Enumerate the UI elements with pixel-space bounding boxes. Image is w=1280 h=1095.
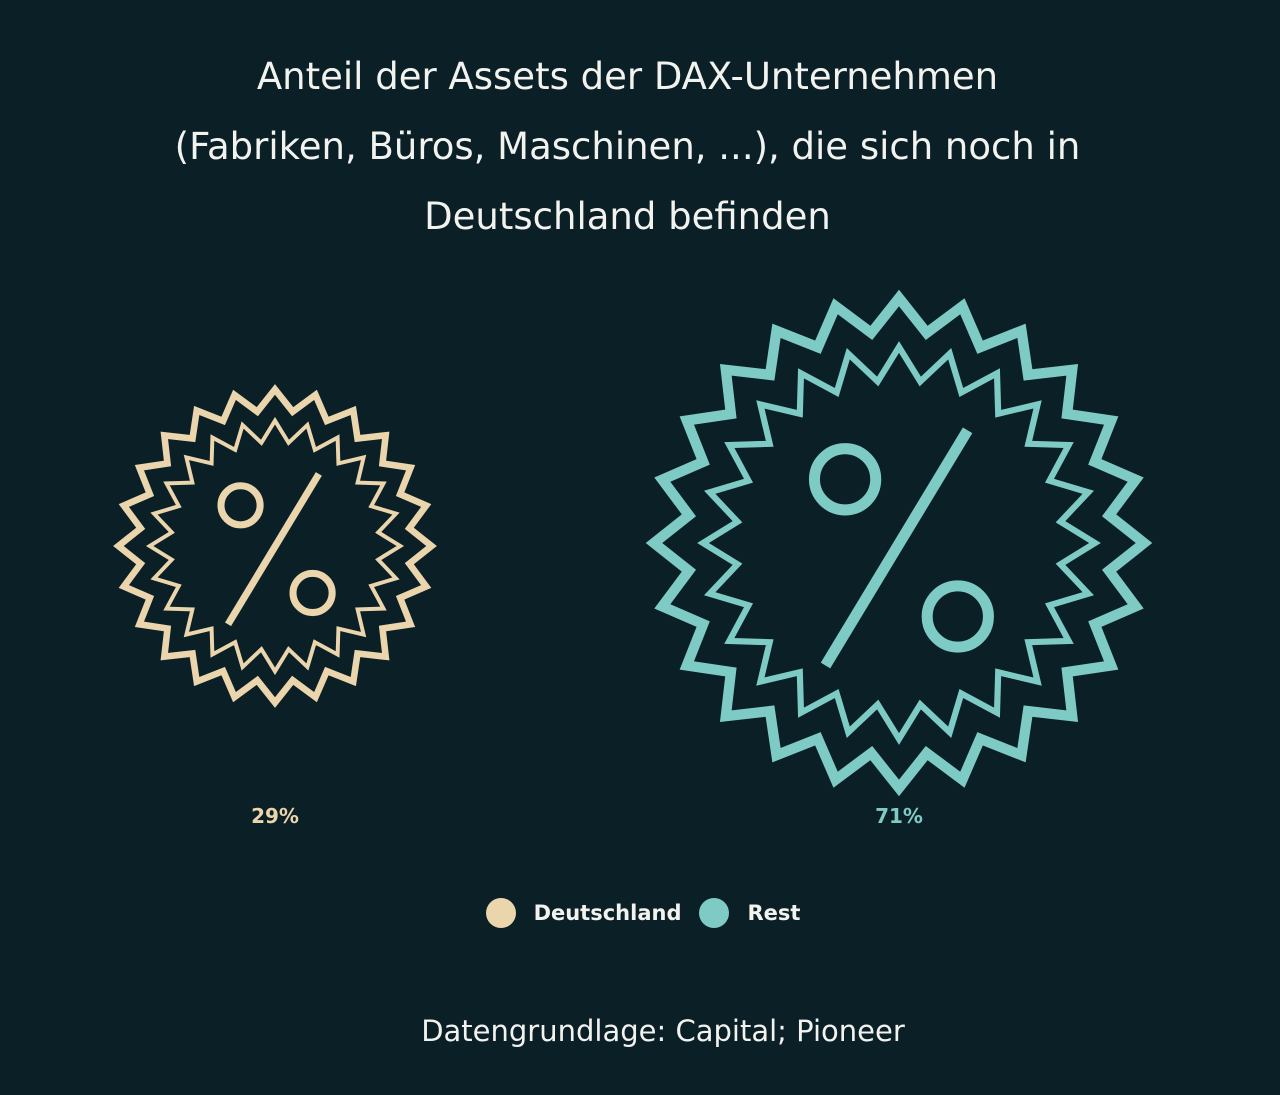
- legend-swatch-rest: [699, 898, 730, 928]
- badge-inner-star-deutschland: [145, 416, 405, 676]
- badge-outer-star-deutschland: [113, 384, 437, 708]
- badge-rest: [645, 289, 1153, 797]
- source-note: Datengrundlage: Capital; Pioneer: [421, 1014, 905, 1048]
- percent-top-circle-rest: [808, 443, 882, 516]
- badge-outer-star-rest: [645, 289, 1153, 797]
- percent-slash-rest: [820, 427, 973, 669]
- percent-bottom-circle-deutschland: [289, 569, 336, 617]
- legend-label-deutschland: Deutschland: [533, 901, 682, 925]
- legend-label-rest: Rest: [747, 901, 801, 925]
- value-label-deutschland: 29%: [251, 804, 299, 828]
- chart-legend: Deutschland Rest: [0, 898, 1280, 928]
- chart-title: Anteil der Assets der DAX-Unternehmen (F…: [40, 42, 1215, 252]
- badge-inner-star-rest: [697, 341, 1101, 745]
- legend-item-rest: Rest: [699, 898, 800, 928]
- legend-swatch-deutschland: [485, 898, 516, 928]
- percent-top-circle-deutschland: [217, 482, 264, 529]
- legend-item-deutschland: Deutschland: [485, 898, 682, 928]
- percent-bottom-circle-rest: [921, 580, 994, 653]
- value-label-rest: 71%: [875, 804, 923, 828]
- chart-title-line-1: Anteil der Assets der DAX-Unternehmen: [256, 55, 999, 98]
- badge-deutschland: [113, 384, 437, 708]
- chart-title-line-2: (Fabriken, Büros, Maschinen, ...), die s…: [174, 125, 1081, 168]
- percent-slash-deutschland: [225, 472, 322, 627]
- chart-title-line-3: Deutschland befinden: [424, 195, 831, 238]
